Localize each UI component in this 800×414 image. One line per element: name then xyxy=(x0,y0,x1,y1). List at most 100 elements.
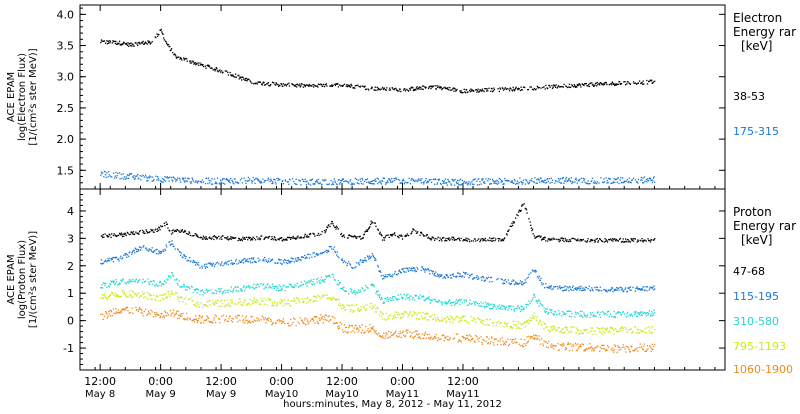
data-point xyxy=(179,301,180,302)
data-point xyxy=(321,253,322,254)
data-point xyxy=(123,43,124,44)
data-point xyxy=(292,84,293,85)
data-point xyxy=(363,183,364,184)
data-point xyxy=(506,281,507,282)
data-point xyxy=(148,251,149,252)
data-point xyxy=(516,342,517,343)
data-point xyxy=(256,83,257,84)
data-point xyxy=(554,326,555,327)
data-point xyxy=(189,288,190,289)
data-point xyxy=(111,176,112,177)
data-point xyxy=(161,181,162,182)
data-point xyxy=(613,316,614,317)
data-point xyxy=(203,236,204,237)
data-point xyxy=(324,251,325,252)
data-point xyxy=(587,349,588,350)
data-point xyxy=(577,240,578,241)
data-point xyxy=(428,181,429,182)
data-point xyxy=(305,86,306,87)
data-point xyxy=(563,290,564,291)
data-point xyxy=(256,285,257,286)
data-point xyxy=(459,299,460,300)
data-point xyxy=(408,271,409,272)
data-point xyxy=(600,177,601,178)
data-point xyxy=(507,234,508,235)
data-point xyxy=(569,330,570,331)
data-point xyxy=(600,287,601,288)
data-point xyxy=(297,297,298,298)
data-point xyxy=(111,233,112,234)
data-point xyxy=(299,83,300,84)
data-point xyxy=(280,290,281,291)
data-point xyxy=(282,322,283,323)
data-point xyxy=(461,341,462,342)
data-point xyxy=(478,278,479,279)
data-point xyxy=(482,180,483,181)
data-point xyxy=(399,180,400,181)
data-point xyxy=(576,179,577,180)
data-point xyxy=(349,325,350,326)
data-point xyxy=(472,338,473,339)
data-point xyxy=(307,320,308,321)
data-point xyxy=(103,237,104,238)
data-point xyxy=(517,326,518,327)
data-point xyxy=(233,74,234,75)
data-point xyxy=(479,181,480,182)
data-point xyxy=(289,283,290,284)
data-point xyxy=(215,69,216,70)
data-point xyxy=(253,287,254,288)
data-point xyxy=(364,308,365,309)
data-point xyxy=(611,289,612,290)
data-point xyxy=(336,226,337,227)
data-point xyxy=(622,289,623,290)
data-point xyxy=(235,304,236,305)
data-point xyxy=(475,322,476,323)
data-point xyxy=(143,245,144,246)
data-point xyxy=(520,87,521,88)
data-point xyxy=(530,225,531,226)
data-point xyxy=(484,240,485,241)
data-point xyxy=(470,91,471,92)
data-point xyxy=(530,272,531,273)
data-point xyxy=(419,86,420,87)
data-point xyxy=(306,236,307,237)
data-point xyxy=(617,345,618,346)
data-point xyxy=(306,184,307,185)
data-point xyxy=(136,294,137,295)
data-point xyxy=(512,90,513,91)
data-point xyxy=(285,286,286,287)
data-point xyxy=(376,311,377,312)
data-point xyxy=(518,322,519,323)
data-point xyxy=(271,180,272,181)
data-point xyxy=(150,298,151,299)
data-point xyxy=(228,290,229,291)
data-point xyxy=(241,178,242,179)
data-point xyxy=(506,324,507,325)
data-point xyxy=(279,319,280,320)
data-point xyxy=(267,297,268,298)
data-point xyxy=(462,275,463,276)
data-point xyxy=(350,184,351,185)
data-point xyxy=(280,303,281,304)
data-point xyxy=(210,238,211,239)
data-point xyxy=(519,344,520,345)
data-point xyxy=(481,178,482,179)
data-point xyxy=(362,330,363,331)
data-point xyxy=(153,316,154,317)
data-point xyxy=(531,300,532,301)
data-point xyxy=(306,181,307,182)
data-point xyxy=(548,330,549,331)
data-point xyxy=(269,181,270,182)
data-point xyxy=(340,305,341,306)
data-point xyxy=(488,325,489,326)
data-point xyxy=(626,241,627,242)
data-point xyxy=(118,259,119,260)
data-point xyxy=(488,338,489,339)
data-point xyxy=(575,287,576,288)
data-point xyxy=(268,237,269,238)
data-point xyxy=(283,260,284,261)
data-point xyxy=(226,263,227,264)
data-point xyxy=(514,310,515,311)
data-point xyxy=(172,52,173,53)
data-point xyxy=(313,320,314,321)
